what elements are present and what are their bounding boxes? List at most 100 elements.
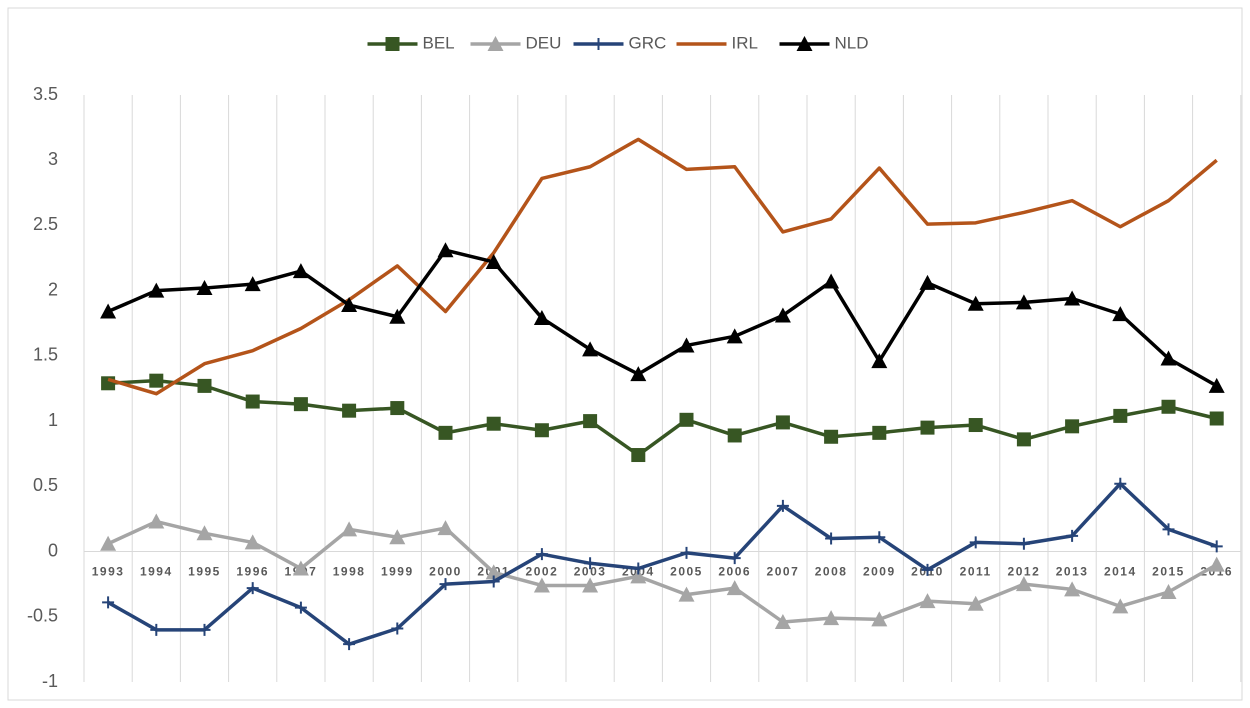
point-marker <box>1209 411 1224 426</box>
point-marker <box>967 595 984 611</box>
x-tick-label: 2007 <box>767 565 800 579</box>
point-marker <box>294 601 307 614</box>
legend: BEL DEU GRC IRL NLD <box>367 33 869 52</box>
point-marker <box>872 425 887 440</box>
y-tick-label: -1 <box>42 671 58 691</box>
y-tick-label: 0.5 <box>33 475 58 495</box>
point-marker <box>533 310 550 326</box>
point-marker <box>1114 477 1127 490</box>
point-marker <box>630 568 647 584</box>
series <box>101 373 1224 463</box>
point-marker <box>919 274 936 290</box>
x-tick-label: 2013 <box>1056 565 1089 579</box>
point-marker <box>196 280 213 296</box>
y-tick-label: 2 <box>48 279 58 299</box>
legend-marker <box>796 36 813 51</box>
point-marker <box>1160 583 1177 599</box>
point-marker <box>727 428 742 443</box>
point-marker <box>485 564 502 580</box>
x-tick-label: 1999 <box>381 565 414 579</box>
point-marker <box>1161 399 1176 414</box>
point-marker <box>679 412 694 427</box>
point-marker <box>293 397 308 412</box>
point-marker <box>1112 598 1129 614</box>
point-marker <box>148 282 165 298</box>
point-marker <box>1208 556 1225 572</box>
point-marker <box>102 596 115 609</box>
x-tick-label: 1994 <box>140 565 173 579</box>
point-marker <box>1017 537 1030 550</box>
point-marker <box>342 403 357 418</box>
point-marker <box>775 415 790 430</box>
point-marker <box>921 563 934 576</box>
legend-label: GRC <box>629 33 667 52</box>
point-marker <box>246 582 259 595</box>
series-line <box>107 248 1218 388</box>
point-marker <box>823 610 840 626</box>
point-marker <box>824 429 839 444</box>
point-marker <box>678 337 695 353</box>
legend-label: BEL <box>423 33 455 52</box>
point-marker <box>341 521 358 537</box>
point-marker <box>680 546 693 559</box>
x-tick-label: 1993 <box>92 565 125 579</box>
point-marker <box>150 623 163 636</box>
series <box>102 477 1223 651</box>
x-tick-label: 2015 <box>1152 565 1185 579</box>
point-marker <box>1064 581 1081 597</box>
legend-marker <box>487 36 504 51</box>
point-marker <box>678 586 695 602</box>
x-tick-label: 2005 <box>670 565 703 579</box>
point-marker <box>341 297 358 313</box>
point-marker <box>389 308 406 324</box>
point-marker <box>823 273 840 289</box>
point-marker <box>774 307 791 323</box>
point-marker <box>919 593 936 609</box>
x-tick-label: 1998 <box>333 565 366 579</box>
point-marker <box>390 401 405 416</box>
point-marker <box>197 378 212 393</box>
point-marker <box>1064 290 1081 306</box>
point-marker <box>244 534 261 550</box>
series <box>100 513 1225 629</box>
point-marker <box>1210 540 1223 553</box>
legend-marker <box>385 37 400 51</box>
point-marker <box>245 394 260 409</box>
point-marker <box>1112 306 1129 322</box>
series-line <box>107 481 1218 646</box>
point-marker <box>776 499 789 512</box>
point-marker <box>1065 419 1080 434</box>
point-marker <box>100 535 117 551</box>
x-tick-label: 1996 <box>236 565 269 579</box>
point-marker <box>1016 432 1031 447</box>
point-marker <box>534 423 549 438</box>
point-marker <box>148 513 165 529</box>
y-tick-label: 1 <box>48 410 58 430</box>
point-marker <box>582 341 599 357</box>
point-marker <box>871 611 888 627</box>
x-tick-label: 2006 <box>718 565 751 579</box>
point-marker <box>1162 523 1175 536</box>
y-tick-label: 3 <box>48 149 58 169</box>
point-marker <box>920 420 935 435</box>
x-tick-label: 2014 <box>1104 565 1137 579</box>
point-marker <box>149 373 164 388</box>
series-line <box>107 519 1218 624</box>
point-marker <box>967 295 984 311</box>
point-marker <box>825 532 838 545</box>
point-marker <box>726 328 743 344</box>
point-marker <box>389 529 406 545</box>
x-tick-label: 2002 <box>526 565 559 579</box>
point-marker <box>533 577 550 593</box>
point-marker <box>437 520 454 536</box>
point-marker <box>1015 576 1032 592</box>
point-marker <box>244 276 261 292</box>
y-tick-label: 0 <box>48 540 58 560</box>
point-marker <box>487 575 500 588</box>
point-marker <box>1066 529 1079 542</box>
x-tick-label: 2008 <box>815 565 848 579</box>
x-tick-label: 2012 <box>1008 565 1041 579</box>
series-line <box>108 378 1218 457</box>
point-marker <box>968 418 983 433</box>
